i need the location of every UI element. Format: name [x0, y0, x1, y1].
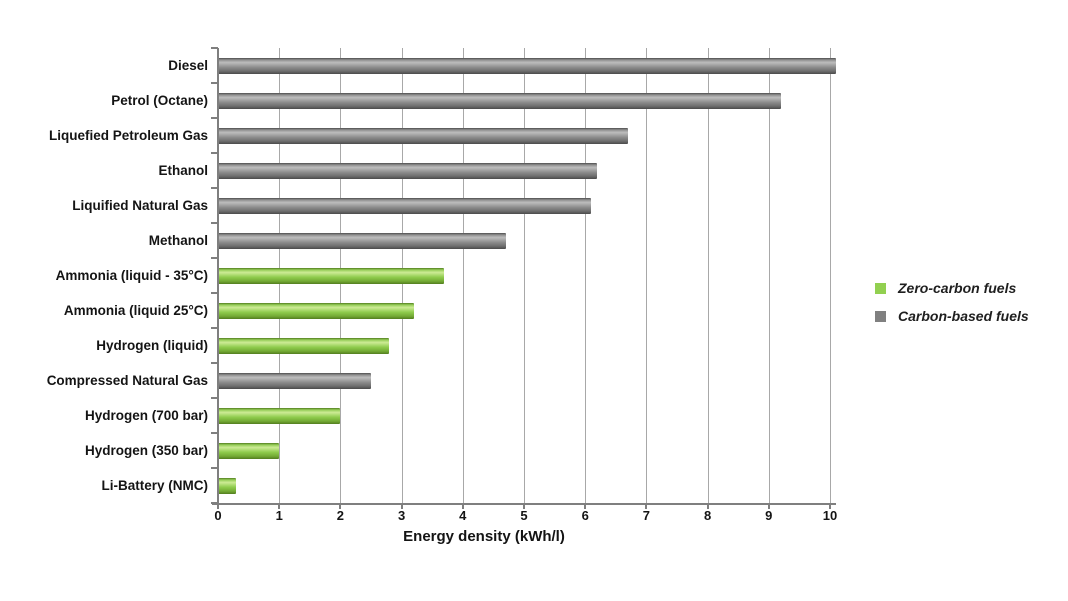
bar-liquefied-petroleum-gas — [218, 127, 629, 144]
bar-hydrogen-liquid — [218, 337, 390, 354]
bar-hydrogen-350-bar — [218, 442, 280, 459]
x-axis-tick-4 — [461, 503, 464, 509]
bar-li-battery-nmc — [218, 477, 237, 494]
category-label-hydrogen-liquid: Hydrogen (liquid) — [96, 338, 208, 353]
x-axis-tick-2 — [339, 503, 342, 509]
y-axis-tick — [211, 47, 218, 49]
category-label-hydrogen-350-bar: Hydrogen (350 bar) — [84, 443, 208, 458]
bar-ammonia-liquid-35-c — [218, 267, 445, 284]
x-tick-label-3: 3 — [397, 508, 406, 523]
legend-swatch-zero-carbon — [875, 282, 886, 294]
bar-petrol-octane — [218, 92, 782, 109]
x-axis-tick-6 — [584, 503, 587, 509]
x-tick-label-1: 1 — [275, 508, 283, 523]
x-axis-tick-5 — [523, 503, 525, 509]
x-tick-label-8: 8 — [703, 508, 712, 523]
category-label-petrol-octane: Petrol (Octane) — [111, 93, 208, 108]
x-tick-label-0: 0 — [214, 508, 222, 523]
bar-compressed-natural-gas — [218, 372, 371, 389]
bar-hydrogen-700-bar — [218, 407, 341, 424]
x-axis-tick-9 — [767, 503, 770, 509]
x-axis-line — [212, 503, 836, 505]
x-axis-tick-8 — [706, 503, 709, 509]
category-label-compressed-natural-gas: Compressed Natural Gas — [46, 373, 208, 388]
y-axis-tick — [211, 362, 218, 364]
y-axis-tick — [211, 117, 218, 119]
legend-label-carbon-based: Carbon-based fuels — [898, 308, 1029, 324]
x-axis-tick-10 — [829, 503, 831, 509]
plot-area — [211, 47, 837, 509]
category-label-ethanol: Ethanol — [158, 163, 209, 178]
gridline-x-8 — [707, 48, 709, 503]
bar-ethanol — [218, 162, 598, 179]
legend: Zero-carbon fuels Carbon-based fuels — [875, 274, 1029, 330]
category-label-liquified-natural-gas: Liquified Natural Gas — [72, 198, 208, 213]
x-axis-title: Energy density (kWh/l) — [403, 528, 565, 545]
y-axis-tick — [211, 187, 218, 189]
category-label-ammonia-liquid-25-c: Ammonia (liquid 25°C) — [63, 303, 208, 318]
y-axis-tick — [211, 82, 218, 84]
gridline-x-4 — [462, 48, 464, 503]
category-label-diesel: Diesel — [168, 58, 208, 73]
category-axis-labels: Diesel Petrol (Octane) Liquefied Petroleum… — [0, 48, 208, 503]
gridline-x-7 — [646, 48, 648, 503]
x-tick-label-6: 6 — [581, 508, 589, 523]
x-tick-label-7: 7 — [642, 508, 651, 523]
y-axis-tick — [211, 432, 218, 434]
x-tick-label-4: 4 — [459, 508, 467, 523]
x-axis-tick-1 — [278, 503, 281, 509]
gridline-x-5 — [524, 48, 525, 503]
x-axis-tick-0 — [217, 503, 219, 509]
y-axis-tick — [211, 327, 218, 329]
category-label-liquefied-petroleum-gas: Liquefied Petroleum Gas — [48, 128, 208, 143]
x-tick-label-10: 10 — [822, 508, 838, 523]
y-axis-tick — [211, 222, 218, 224]
legend-item-carbon-based: Carbon-based fuels — [875, 302, 1029, 330]
y-axis-tick — [211, 292, 218, 294]
y-axis-tick — [211, 467, 218, 469]
y-axis-tick — [211, 397, 218, 399]
bar-methanol — [218, 232, 506, 249]
bar-diesel — [218, 57, 837, 74]
bar-liquified-natural-gas — [218, 197, 592, 214]
bar-ammonia-liquid-25-c — [218, 302, 414, 319]
gridline-x-6 — [585, 48, 587, 503]
y-axis-tick — [211, 257, 218, 259]
legend-label-zero-carbon: Zero-carbon fuels — [898, 280, 1017, 296]
category-label-methanol: Methanol — [148, 233, 208, 248]
legend-swatch-carbon-based — [875, 310, 886, 322]
category-label-ammonia-liquid-35-c: Ammonia (liquid - 35°C) — [55, 268, 208, 283]
y-axis-tick — [211, 152, 218, 154]
gridline-x-9 — [768, 48, 770, 503]
category-label-hydrogen-700-bar: Hydrogen (700 bar) — [84, 408, 208, 423]
category-label-li-battery-nmc: Li-Battery (NMC) — [101, 478, 209, 493]
x-axis-tick-7 — [645, 503, 648, 509]
legend-item-zero-carbon: Zero-carbon fuels — [875, 274, 1029, 302]
gridline-x-10 — [830, 48, 831, 503]
x-axis-tick-3 — [400, 503, 403, 509]
x-tick-label-5: 5 — [520, 508, 528, 523]
y-axis-line — [217, 48, 219, 505]
x-tick-label-9: 9 — [765, 508, 773, 523]
x-tick-label-2: 2 — [336, 508, 345, 523]
